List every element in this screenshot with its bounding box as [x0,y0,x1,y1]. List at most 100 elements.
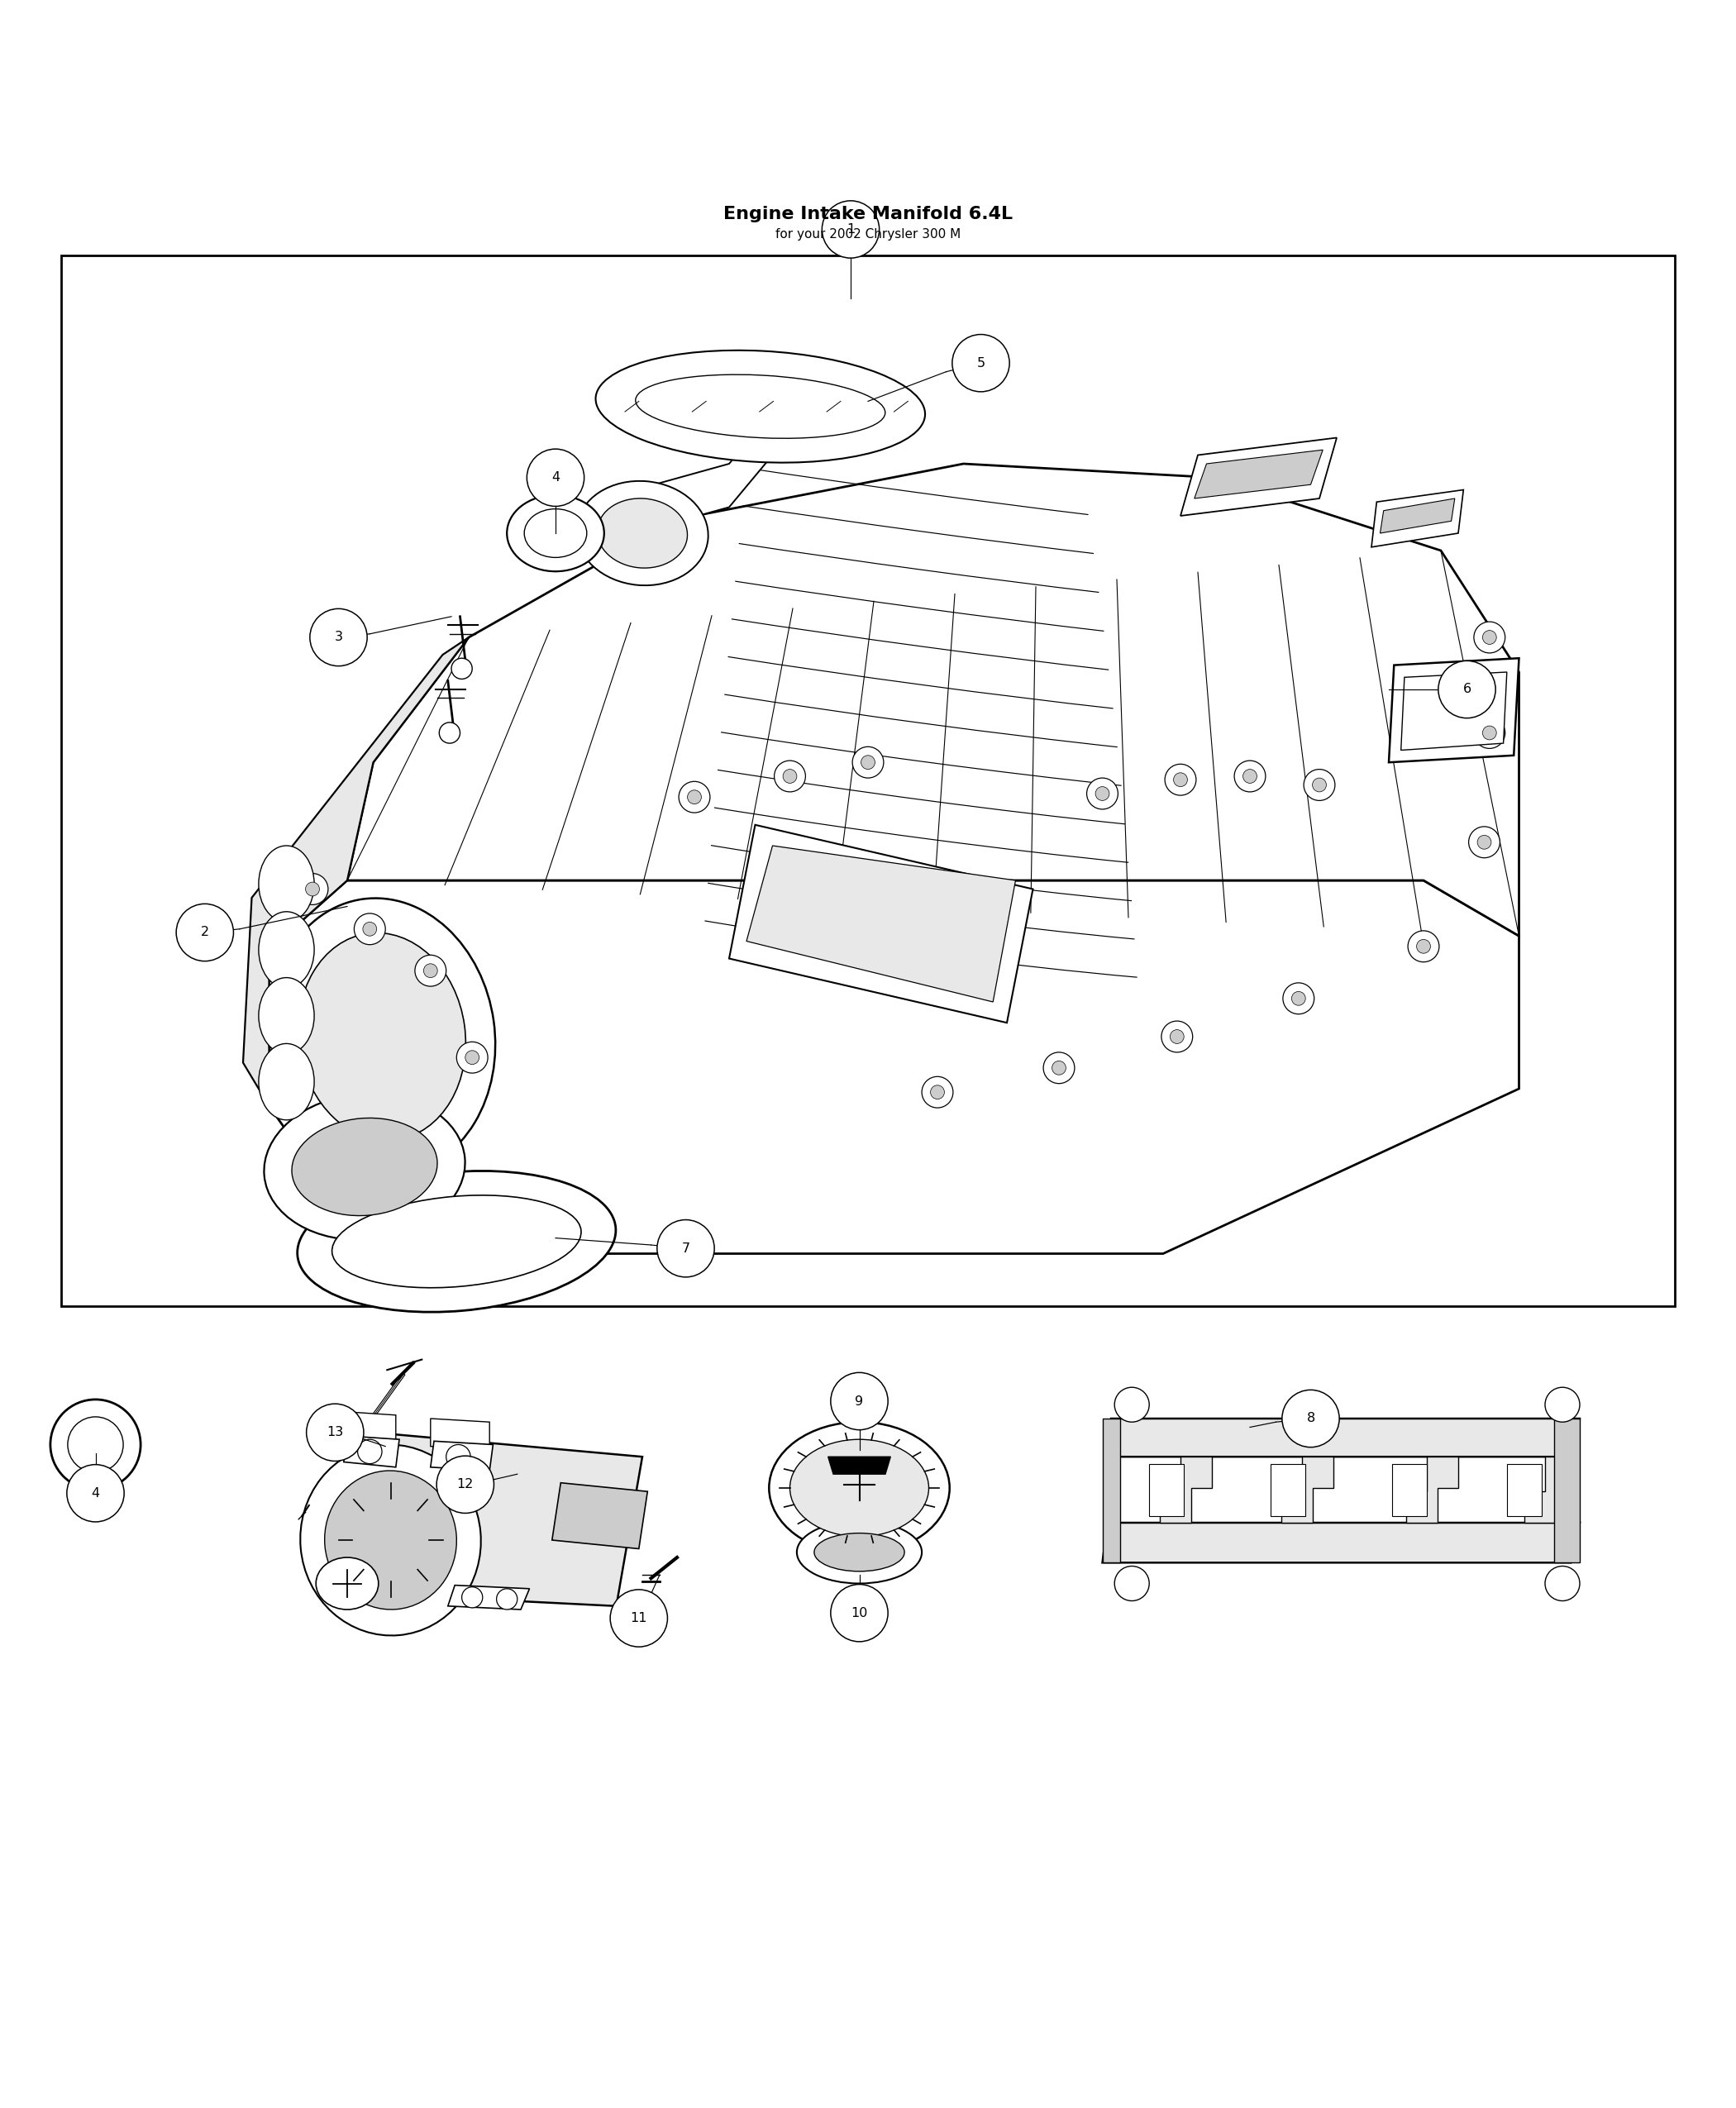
Polygon shape [573,411,773,550]
Circle shape [1417,940,1430,953]
Circle shape [1095,786,1109,801]
Circle shape [783,769,797,784]
Circle shape [1043,1052,1075,1084]
Circle shape [1483,725,1496,740]
Ellipse shape [259,845,314,921]
Circle shape [358,1440,382,1463]
Circle shape [415,955,446,987]
Circle shape [951,335,1010,392]
Circle shape [354,913,385,944]
Polygon shape [1160,1457,1212,1522]
Circle shape [1115,1387,1149,1423]
Circle shape [424,963,437,978]
Ellipse shape [325,1471,457,1611]
Bar [1507,1463,1542,1516]
Circle shape [1161,1020,1193,1052]
Polygon shape [1281,1457,1333,1522]
Ellipse shape [507,495,604,571]
Circle shape [1174,774,1187,786]
Polygon shape [1524,1457,1576,1522]
Polygon shape [552,1482,648,1549]
Ellipse shape [264,1094,465,1240]
Circle shape [832,1372,889,1429]
Polygon shape [729,824,1033,1022]
Circle shape [1283,982,1314,1014]
Circle shape [1545,1387,1580,1423]
Polygon shape [1180,438,1337,516]
Circle shape [1115,1566,1149,1600]
Polygon shape [1380,497,1455,533]
Ellipse shape [259,978,314,1054]
Polygon shape [269,881,1519,1254]
Circle shape [1312,778,1326,793]
Circle shape [457,1041,488,1073]
Circle shape [832,1585,889,1642]
Polygon shape [1401,672,1507,750]
Text: Engine Intake Manifold 6.4L: Engine Intake Manifold 6.4L [724,204,1012,221]
Text: 12: 12 [457,1478,474,1490]
Circle shape [66,1465,125,1522]
Polygon shape [1108,1419,1580,1457]
Polygon shape [344,1412,396,1442]
Circle shape [1170,1029,1184,1043]
Ellipse shape [597,497,687,567]
Circle shape [922,1077,953,1109]
Ellipse shape [259,1043,314,1119]
Text: 8: 8 [1307,1412,1314,1425]
Polygon shape [1194,449,1323,497]
Circle shape [930,1086,944,1098]
Polygon shape [828,1457,891,1473]
Circle shape [1292,991,1305,1006]
Ellipse shape [769,1423,950,1554]
Circle shape [1477,835,1491,850]
Ellipse shape [595,350,925,462]
Text: 10: 10 [851,1606,868,1619]
Circle shape [311,609,368,666]
Circle shape [177,904,233,961]
Circle shape [1304,769,1335,801]
Text: 4: 4 [92,1486,99,1499]
Circle shape [1545,1566,1580,1600]
Circle shape [861,755,875,769]
Bar [61,255,1675,1305]
Circle shape [1408,932,1439,961]
Polygon shape [1406,1457,1458,1522]
Text: 3: 3 [335,630,342,643]
Polygon shape [344,1436,399,1467]
Text: 6: 6 [1463,683,1470,696]
Ellipse shape [797,1522,922,1583]
Text: 11: 11 [630,1613,648,1625]
Circle shape [774,761,806,793]
Ellipse shape [50,1400,141,1490]
Polygon shape [431,1442,493,1471]
Ellipse shape [269,898,495,1174]
Polygon shape [1102,1522,1580,1562]
Ellipse shape [332,1195,582,1288]
Ellipse shape [635,375,885,438]
Circle shape [1474,622,1505,653]
Ellipse shape [790,1440,929,1537]
Polygon shape [1371,489,1463,548]
Circle shape [823,200,880,257]
Bar [1392,1463,1427,1516]
Text: 2: 2 [201,925,208,938]
Circle shape [1234,761,1266,793]
Circle shape [465,1050,479,1065]
Text: 4: 4 [552,472,559,485]
Circle shape [1483,630,1496,645]
Text: for your 2002 Chrysler 300 M: for your 2002 Chrysler 300 M [776,228,960,240]
Text: 1: 1 [847,223,854,236]
Ellipse shape [297,1170,616,1311]
Ellipse shape [259,911,314,989]
Polygon shape [347,464,1519,936]
Circle shape [307,1404,365,1461]
Bar [1271,1463,1305,1516]
Polygon shape [448,1585,529,1611]
Polygon shape [1389,658,1519,763]
Polygon shape [746,845,1016,1001]
Circle shape [1437,660,1496,719]
Ellipse shape [299,934,465,1140]
Circle shape [446,1444,470,1469]
Text: 13: 13 [326,1427,344,1438]
Circle shape [526,449,583,506]
